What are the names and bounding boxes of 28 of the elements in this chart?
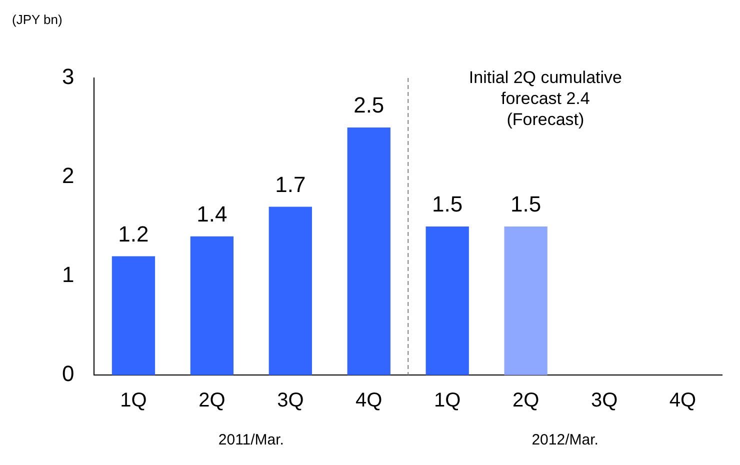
bar — [504, 226, 548, 375]
annotation: Initial 2Q cumulative forecast 2.4 (Forecast) — [468, 68, 622, 130]
data-label: 1.2 — [118, 221, 149, 246]
bar — [347, 128, 390, 375]
x-tick-label: 3Q — [590, 390, 618, 412]
x-tick-label: 1Q — [434, 390, 461, 412]
data-label: 1.4 — [196, 201, 228, 226]
x-tick-label: 3Q — [277, 390, 304, 412]
bar — [190, 236, 234, 375]
bar — [112, 256, 156, 375]
x-tick-label: 1Q — [120, 390, 147, 412]
text: 2011/Mar. — [218, 432, 284, 449]
y-axis-title: (JPY bn) — [12, 12, 62, 28]
x-tick-label: 2Q — [512, 390, 540, 412]
y-tick-label: 1 — [62, 262, 74, 288]
text: 2012/Mar. — [532, 432, 598, 449]
bar — [268, 206, 312, 375]
data-label: 2.5 — [354, 92, 384, 118]
data-label: 1.7 — [275, 172, 306, 197]
y-tick-label: 0 — [62, 361, 74, 386]
x-tick-label: 4Q — [669, 390, 696, 412]
bar — [426, 226, 469, 375]
data-label: 1.5 — [510, 192, 542, 217]
x-tick-label: 2Q — [198, 390, 226, 412]
y-tick-label: 2 — [62, 163, 74, 188]
data-label: 1.5 — [432, 192, 463, 217]
x-tick-label: 4Q — [356, 390, 382, 412]
y-tick-label: 3 — [62, 64, 74, 90]
